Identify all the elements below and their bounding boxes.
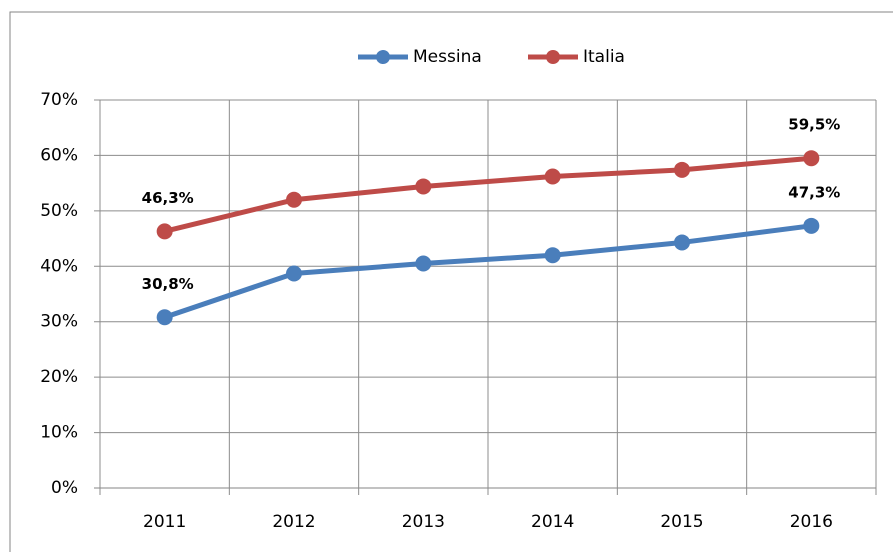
- data-label: 47,3%: [788, 183, 840, 201]
- point: [415, 255, 432, 272]
- point: [286, 265, 302, 282]
- y-tick-label: 70%: [40, 90, 78, 110]
- point: [803, 150, 820, 167]
- point: [674, 161, 690, 178]
- point: [415, 178, 432, 195]
- series-line: [164, 155, 812, 234]
- legend-label: Messina: [413, 47, 482, 67]
- point: [674, 234, 690, 251]
- x-tick-label: 2015: [660, 512, 703, 532]
- y-tick-label: 30%: [40, 312, 78, 332]
- data-label: 59,5%: [788, 116, 840, 134]
- x-tick-label: 2011: [143, 512, 186, 532]
- legend-marker: [376, 50, 390, 64]
- x-tick-label: 2016: [790, 512, 833, 532]
- y-tick-label: 50%: [40, 201, 78, 221]
- point: [803, 217, 820, 234]
- y-tick-label: 40%: [40, 256, 78, 276]
- legend-marker: [546, 50, 560, 64]
- x-tick-label: 2012: [272, 512, 315, 532]
- x-tick-label: 2014: [531, 512, 574, 532]
- point: [544, 168, 561, 185]
- point: [286, 191, 302, 208]
- point: [156, 309, 173, 326]
- y-tick-label: 20%: [40, 367, 78, 387]
- x-tick-label: 2013: [402, 512, 445, 532]
- y-tick-label: 0%: [51, 478, 78, 498]
- series-line: [163, 223, 812, 320]
- chart-border: [9, 11, 893, 556]
- point: [544, 247, 561, 264]
- legend-label: Italia: [583, 47, 625, 67]
- data-label: 46,3%: [142, 189, 194, 207]
- data-label: 30,8%: [142, 275, 194, 293]
- y-tick-label: 10%: [40, 423, 78, 443]
- y-tick-label: 60%: [40, 145, 78, 165]
- point: [156, 223, 173, 240]
